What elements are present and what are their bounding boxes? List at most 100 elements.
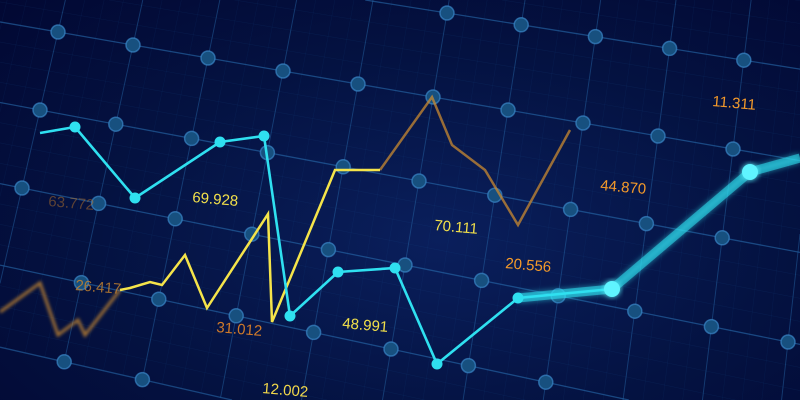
grid-node [350, 76, 366, 92]
value-labels: 63.772 69.928 26.417 31.012 12.002 48.991 70.1… [48, 93, 757, 400]
grid-row-line [0, 346, 233, 400]
grid-node [538, 374, 554, 390]
grid-minor-line [0, 0, 8, 30]
grid-node [587, 28, 604, 45]
grid-minor-line [795, 0, 800, 2]
orange-series-line [0, 280, 122, 338]
grid-minor-line [662, 0, 714, 400]
grid-node [411, 173, 427, 189]
grid-column-line [382, 0, 450, 400]
grid-minor-line [0, 142, 800, 299]
grid-minor-line [321, 0, 393, 400]
grid-minor-line [341, 0, 412, 400]
grid-node [108, 116, 124, 132]
cyan-data-point [284, 310, 296, 322]
grid-minor-line [0, 285, 526, 400]
grid-minor-line [0, 224, 800, 391]
grid-minor-line [122, 0, 201, 376]
grid-minor-line [0, 0, 47, 197]
grid-minor-line [24, 0, 105, 353]
grid-minor-line [442, 0, 507, 400]
grid-node [335, 159, 351, 175]
grid-node [32, 102, 48, 118]
grid-minor-line [642, 0, 696, 400]
cyan-data-point [258, 130, 270, 142]
value-label: 31.012 [216, 319, 263, 340]
cyan-data-point [389, 262, 401, 274]
grid-minor-line [280, 0, 355, 400]
grid-minor-line [562, 0, 620, 400]
orange-series-line [378, 94, 572, 228]
cyan-data-point [69, 121, 81, 133]
grid-minor-line [761, 64, 800, 400]
cyan-glow-point [742, 164, 758, 180]
grid-node [383, 341, 399, 357]
grid-node [14, 180, 30, 196]
cyan-glow-point [604, 281, 620, 297]
yellow-series-line [119, 168, 380, 323]
grid-minor-line [103, 0, 182, 371]
grid-node [134, 371, 151, 388]
grid-minor-line [522, 0, 583, 400]
grid-minor-line [542, 0, 601, 400]
grid-node [725, 141, 741, 157]
grid-minor-line [645, 0, 800, 24]
grid-minor-line [0, 203, 800, 368]
grid-node [320, 241, 337, 258]
grid-minor-line [501, 0, 800, 47]
grid-minor-line [260, 0, 336, 400]
grid-minor-line [44, 0, 124, 358]
grid-minor-line [622, 0, 677, 400]
grid-node [650, 128, 666, 144]
cyan-data-point [512, 292, 524, 304]
grid-minor-line [0, 244, 736, 400]
grid-node [661, 40, 678, 57]
cyan-data-point [431, 358, 443, 370]
value-label: 20.556 [505, 255, 552, 276]
value-label: 48.991 [342, 315, 389, 336]
grid-node [638, 215, 655, 232]
value-label: 63.772 [48, 193, 95, 214]
grid-row-line [0, 101, 800, 254]
grid-column-line [0, 0, 66, 284]
value-label: 12.002 [262, 380, 309, 400]
grid-minor-line [109, 0, 800, 116]
grid-minor-line [602, 0, 658, 400]
grid-node [780, 334, 796, 350]
value-label: 70.111 [434, 217, 479, 238]
grid-minor-line [682, 0, 733, 400]
grid-minor-line [0, 0, 27, 112]
grid-node [513, 17, 529, 33]
grid-minor-line [0, 162, 800, 322]
grid-node [305, 324, 322, 341]
grid-node [736, 52, 752, 68]
grid-node [125, 37, 141, 53]
value-label: 69.928 [192, 189, 239, 210]
grid-node [473, 272, 490, 289]
value-label: 44.870 [600, 177, 647, 198]
value-label: 11.311 [712, 93, 757, 114]
cyan-data-point [332, 266, 344, 278]
grid-minor-line [0, 61, 800, 207]
grid-node [90, 195, 107, 212]
grid-minor-line [161, 0, 240, 385]
grid-minor-line [422, 0, 488, 400]
grid-node [627, 303, 643, 319]
grid-node [167, 211, 183, 227]
grid-minor-line [0, 305, 425, 400]
grid-node [575, 115, 591, 131]
grid-node [500, 102, 516, 118]
grid-node [562, 201, 579, 218]
grid-minor-line [0, 0, 66, 284]
grid-minor-line [721, 0, 771, 400]
grid-column-line [63, 0, 144, 362]
grid-node [460, 357, 477, 374]
grid-node [439, 5, 455, 21]
grid-minor-line [0, 1, 800, 139]
grid-node [50, 24, 66, 40]
grid-node [56, 354, 72, 370]
grid-column-line [781, 233, 800, 400]
